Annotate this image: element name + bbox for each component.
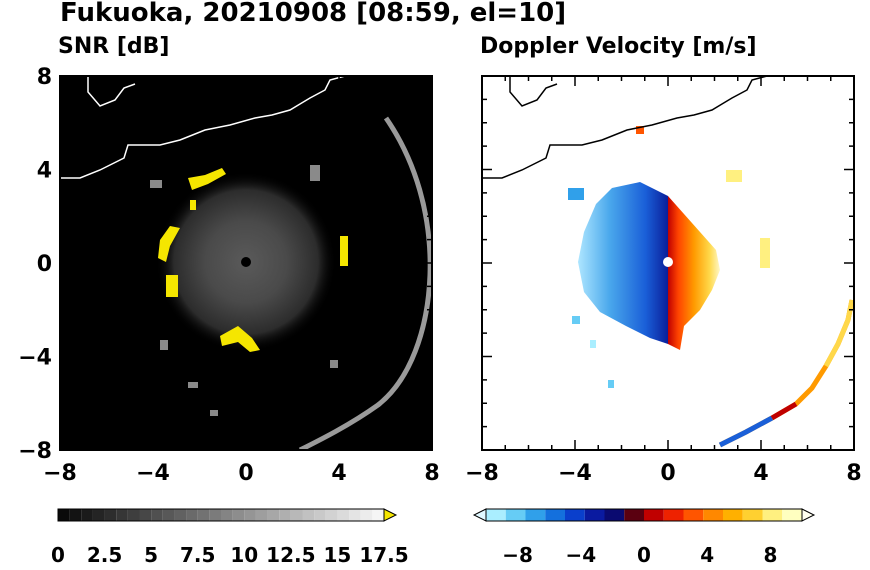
- doppler-scattered-echoes: [568, 126, 770, 388]
- snr-axes: −8 −4 0 4 8 −8 −4 0 4 8: [18, 65, 439, 486]
- doppler-colorbar-tick-label: 4: [700, 543, 714, 567]
- doppler-colorbar-under-arrow: [472, 508, 487, 522]
- snr-colorbar-tick-label: 10: [230, 543, 258, 567]
- snr-panel-title: SNR [dB]: [58, 34, 170, 59]
- doppler-colorbar-cell: [683, 509, 704, 521]
- snr-colorbar-cell: [360, 509, 373, 521]
- snr-colorbar-cell: [116, 509, 128, 521]
- snr-x-tick-label: 0: [238, 461, 253, 486]
- snr-y-tick-label: 4: [37, 159, 52, 184]
- snr-colorbar-tick-label: 17.5: [359, 543, 408, 567]
- snr-colorbar-cell: [349, 509, 361, 521]
- snr-colorbar-cell: [139, 509, 152, 521]
- doppler-colorbar-cell: [505, 509, 526, 521]
- snr-clutter-arc: [298, 116, 432, 450]
- snr-colorbar-cell: [104, 509, 117, 521]
- doppler-radar-site: [663, 257, 673, 267]
- snr-colorbar-cell: [209, 509, 221, 521]
- snr-colorbar-cell: [255, 509, 268, 521]
- snr-panel: −8 −4 0 4 8 −8 −4 0 4 8: [18, 65, 439, 486]
- snr-colorbar-tick-label: 12.5: [266, 543, 315, 567]
- snr-colorbar-cell: [151, 509, 163, 521]
- snr-colorbar-tick-label: 2.5: [87, 543, 122, 567]
- snr-x-tick-label: 4: [331, 461, 346, 486]
- snr-x-tick-label: 8: [424, 461, 439, 486]
- doppler-colorbar-cell: [742, 509, 763, 521]
- snr-colorbar-cell: [174, 509, 187, 521]
- doppler-colorbar-cell: [624, 509, 644, 521]
- doppler-x-tick-label: 0: [660, 461, 675, 486]
- snr-scattered-echoes: [150, 165, 338, 416]
- snr-colorbar-cell: [302, 509, 315, 521]
- doppler-colorbar-cell: [663, 509, 684, 521]
- snr-colorbar-cell: [325, 509, 338, 521]
- snr-x-tick-label: −8: [43, 461, 77, 486]
- doppler-colorbar-cell: [762, 509, 783, 521]
- doppler-approaching-region: [578, 182, 668, 344]
- doppler-colorbar-cell: [644, 509, 664, 521]
- snr-y-tick-label: −8: [18, 439, 52, 464]
- snr-y-tick-label: 8: [37, 65, 52, 90]
- snr-colorbar-tick-label: 15: [324, 543, 352, 567]
- snr-colorbar-cell: [337, 509, 350, 521]
- snr-colorbar-cell: [267, 509, 280, 521]
- snr-colorbar-cell: [69, 509, 82, 521]
- doppler-axes: −8 −4 0 4 8: [465, 75, 862, 486]
- doppler-colorbar-cell: [545, 509, 565, 521]
- doppler-colorbar-cell: [723, 509, 743, 521]
- main-title: Fukuoka, 20210908 [08:59, el=10]: [60, 0, 567, 28]
- snr-colorbar-over-arrow: [383, 508, 398, 522]
- snr-colorbar-cell: [58, 509, 70, 521]
- snr-colorbar-cell: [244, 509, 256, 521]
- snr-colorbar-cell: [290, 509, 303, 521]
- doppler-island-outline: [509, 76, 558, 107]
- snr-colorbar-cell: [92, 509, 105, 521]
- snr-island-outline: [87, 76, 136, 107]
- snr-y-tick-label: 0: [37, 252, 52, 277]
- snr-colorbar-cell: [81, 509, 93, 521]
- doppler-colorbar-tick-label: −8: [502, 543, 533, 567]
- snr-colorbar-tick-label: 5: [144, 543, 158, 567]
- snr-colorbar-cell: [372, 509, 384, 521]
- doppler-x-tick-label: −8: [465, 461, 499, 486]
- doppler-x-tick-label: 8: [846, 461, 861, 486]
- snr-y-tick-label: −4: [18, 346, 52, 371]
- snr-saturated-echoes: [158, 168, 348, 352]
- snr-coastline: [60, 76, 346, 179]
- snr-colorbar: 0 2.5 5 7.5 10 12.5 15 17.5: [51, 508, 409, 567]
- doppler-colorbar-cell: [604, 509, 625, 521]
- snr-x-tick-label: −4: [136, 461, 170, 486]
- snr-colorbar-cell: [162, 509, 175, 521]
- doppler-colorbar-cell: [703, 509, 723, 521]
- doppler-colorbar-cell: [584, 509, 605, 521]
- snr-colorbar-cell: [221, 509, 233, 521]
- doppler-panel-title: Doppler Velocity [m/s]: [480, 34, 757, 59]
- doppler-x-tick-label: −4: [558, 461, 592, 486]
- snr-colorbar-cell: [232, 509, 245, 521]
- snr-colorbar-cell: [314, 509, 326, 521]
- snr-colorbar-tick-label: 0: [51, 543, 65, 567]
- doppler-x-tick-label: 4: [753, 461, 768, 486]
- snr-colorbar-cell: [186, 509, 198, 521]
- doppler-colorbar-cell: [486, 509, 506, 521]
- doppler-colorbar-tick-label: 0: [637, 543, 651, 567]
- doppler-colorbar: −8 −4 0 4 8: [472, 508, 816, 567]
- doppler-colorbar-tick-label: 8: [763, 543, 777, 567]
- snr-colorbar-cell: [279, 509, 291, 521]
- doppler-colorbar-cell: [782, 509, 802, 521]
- snr-radar-site: [241, 257, 251, 267]
- snr-colorbar-cell: [197, 509, 210, 521]
- snr-colorbar-cell: [127, 509, 140, 521]
- doppler-receding-region: [668, 196, 720, 350]
- doppler-colorbar-cell: [525, 509, 546, 521]
- doppler-colorbar-over-arrow: [801, 508, 816, 522]
- snr-colorbar-tick-label: 7.5: [180, 543, 215, 567]
- doppler-coastline: [482, 76, 768, 179]
- doppler-panel: −8 −4 0 4 8: [465, 75, 862, 486]
- doppler-colorbar-tick-label: −4: [565, 543, 596, 567]
- doppler-colorbar-cell: [565, 509, 585, 521]
